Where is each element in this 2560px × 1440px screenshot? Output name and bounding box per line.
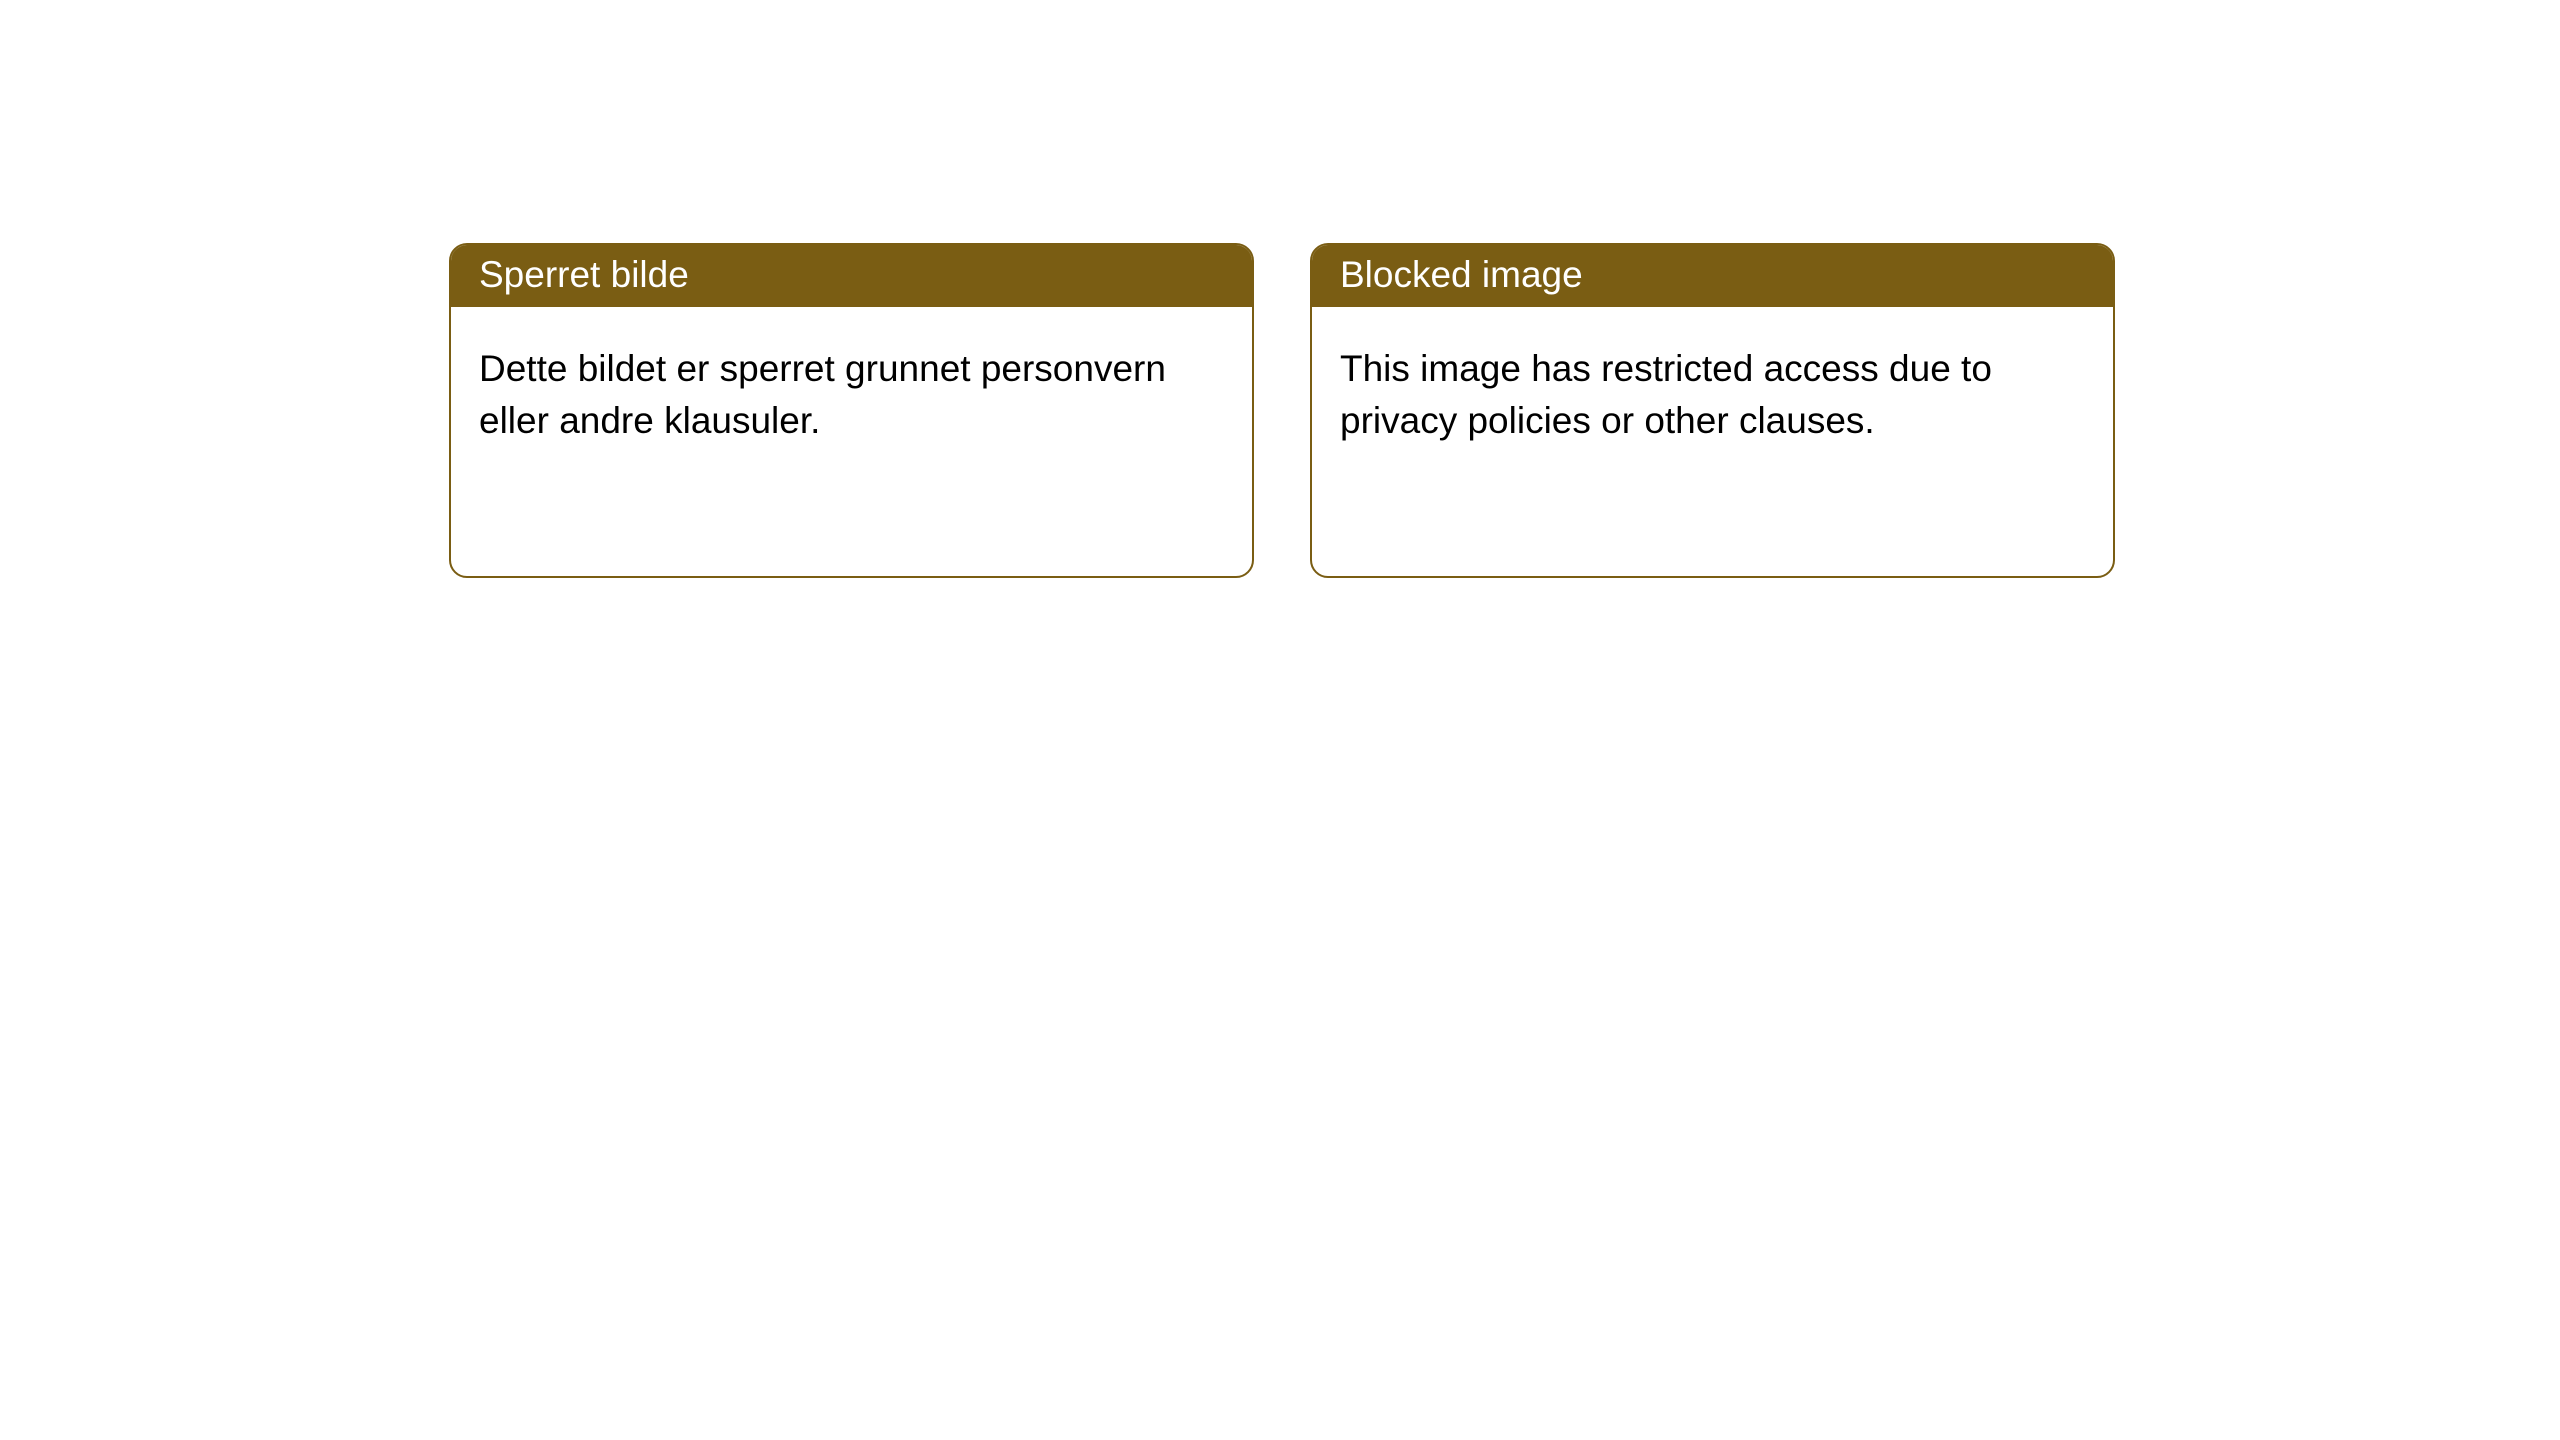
card-body-text: This image has restricted access due to …: [1340, 348, 1992, 441]
notice-card-english: Blocked image This image has restricted …: [1310, 243, 2115, 578]
card-header: Sperret bilde: [451, 245, 1252, 307]
card-body-text: Dette bildet er sperret grunnet personve…: [479, 348, 1166, 441]
notice-card-norwegian: Sperret bilde Dette bildet er sperret gr…: [449, 243, 1254, 578]
card-header: Blocked image: [1312, 245, 2113, 307]
card-body: Dette bildet er sperret grunnet personve…: [451, 307, 1252, 471]
card-body: This image has restricted access due to …: [1312, 307, 2113, 471]
card-title: Sperret bilde: [479, 254, 689, 295]
card-title: Blocked image: [1340, 254, 1583, 295]
notice-container: Sperret bilde Dette bildet er sperret gr…: [0, 0, 2560, 578]
